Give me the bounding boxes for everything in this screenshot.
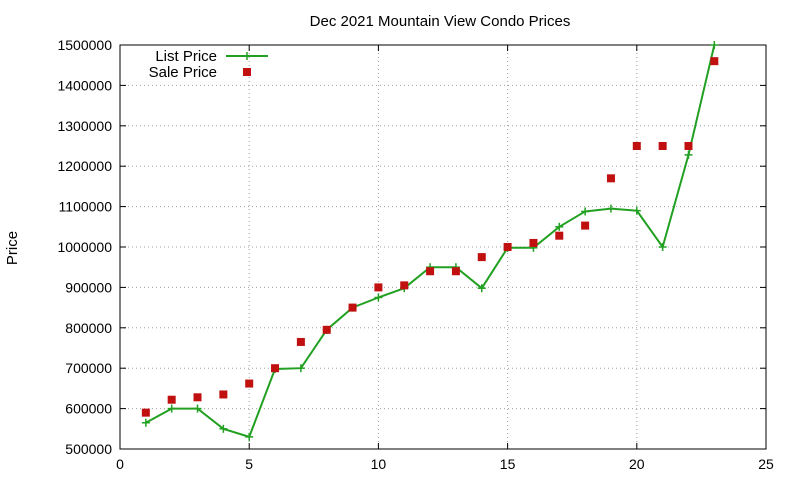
sale-price-point — [296, 337, 305, 346]
list-price-point — [477, 284, 486, 293]
list-price-point — [167, 404, 176, 413]
legend-swatch-sale-price — [243, 68, 251, 76]
y-tick-label: 600000 — [65, 401, 112, 417]
list-price-point — [219, 424, 228, 433]
sale-price-point — [581, 221, 590, 230]
grid — [120, 45, 766, 449]
sale-price-point — [374, 283, 383, 292]
x-tick-label: 0 — [116, 456, 124, 472]
plot-frame — [119, 44, 767, 450]
sale-price-point — [503, 243, 512, 251]
legend: List Price Sale Price — [149, 48, 268, 81]
sale-price-point — [400, 281, 409, 290]
sale-price-point — [710, 57, 719, 66]
x-tick-label: 25 — [758, 456, 774, 472]
y-tick-label: 1500000 — [57, 37, 112, 53]
sale-price-point — [606, 174, 615, 183]
list-price-point — [606, 204, 615, 213]
list-price-point — [555, 222, 564, 231]
y-tick-label: 700000 — [65, 360, 112, 376]
sale-price-point — [426, 267, 435, 276]
list-price-point — [581, 207, 590, 216]
list-price-line — [145, 44, 716, 439]
x-tick-label: 5 — [245, 456, 253, 472]
legend-marker — [243, 68, 251, 76]
list-price-point — [374, 293, 383, 302]
legend-swatch-list-price — [226, 52, 268, 60]
sale-price-point — [322, 325, 331, 334]
sale-price-point — [529, 238, 538, 247]
sale-price-point — [658, 142, 667, 150]
x-tick-label: 15 — [500, 456, 516, 472]
y-tick-label: 1200000 — [57, 158, 112, 174]
sale-price-point — [219, 390, 228, 399]
legend-label-list-price: List Price — [155, 48, 217, 65]
sale-price-point — [167, 395, 176, 404]
list-price-point — [296, 364, 305, 373]
sale-price-point — [193, 393, 202, 402]
sale-price-point — [271, 364, 280, 373]
sale-price-point — [451, 267, 460, 276]
y-tick-label: 1100000 — [59, 199, 113, 215]
legend-label-sale-price: Sale Price — [149, 64, 217, 81]
list-price-point — [141, 418, 150, 427]
list-price-point — [632, 206, 641, 215]
y-tick-label: 900000 — [65, 279, 112, 295]
list-price-point — [245, 432, 254, 441]
list-price-point — [193, 404, 202, 413]
series — [141, 41, 719, 441]
sale-price-point — [141, 408, 150, 417]
sale-price-point — [555, 231, 564, 240]
list-price-point — [710, 41, 719, 49]
y-tick-label: 1300000 — [57, 118, 112, 134]
y-tick-label: 800000 — [65, 320, 112, 336]
sale-price-point — [348, 303, 357, 312]
sale-price-point — [245, 379, 254, 388]
legend-marker — [243, 52, 251, 60]
list-price-point — [658, 243, 667, 251]
x-tick-label: 20 — [629, 456, 645, 472]
sale-price-point — [684, 142, 693, 150]
sale-price-point — [632, 142, 641, 150]
y-tick-label: 1000000 — [57, 239, 112, 255]
y-tick-label: 1400000 — [57, 77, 112, 93]
axis-ticks: 500000 600000 700000 800000 900000 1000000 110… — [57, 37, 774, 472]
list-price-point — [684, 150, 693, 159]
chart-title: Dec 2021 Mountain View Condo Prices — [310, 13, 571, 30]
y-axis-label: Price — [4, 231, 21, 265]
y-tick-label: 500000 — [65, 441, 112, 457]
x-tick-label: 10 — [371, 456, 387, 472]
sale-price-point — [477, 253, 486, 262]
